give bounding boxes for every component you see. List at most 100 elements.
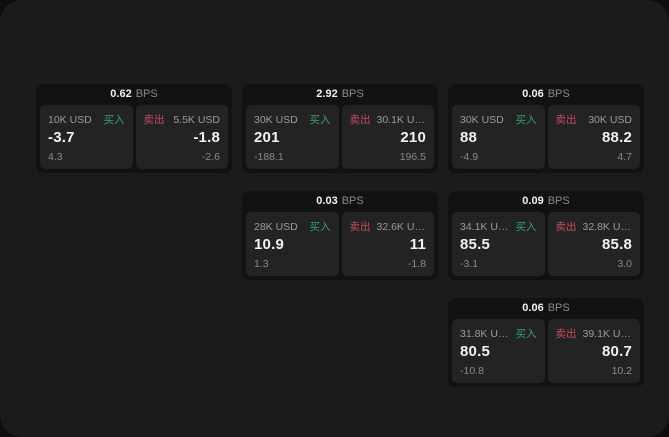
quote-card: 0.03 BPS 28K USD 买入 10.9 1.3 卖出 32.6K US…: [242, 191, 438, 280]
buy-side-label: 买入: [309, 221, 331, 233]
sell-panel[interactable]: 卖出 39.1K USD 80.7 10.2: [547, 319, 640, 383]
quote-card-grid: 0.62 BPS 10K USD 买入 -3.7 4.3 卖出 5.5K USD: [36, 84, 644, 387]
buy-panel-top: 28K USD 买入: [254, 219, 331, 234]
sell-change: 10.2: [611, 365, 632, 377]
sell-side-label: 卖出: [555, 328, 577, 340]
buy-price: 10.9: [254, 236, 284, 253]
buy-change: 4.3: [48, 151, 63, 163]
buy-change: 1.3: [254, 258, 269, 270]
quote-panels: 10K USD 买入 -3.7 4.3 卖出 5.5K USD -1.8 -2.…: [40, 105, 228, 169]
buy-change: -3.1: [460, 258, 479, 270]
quote-panels: 30K USD 买入 88 -4.9 卖出 30K USD 88.2 4.7: [452, 105, 640, 169]
buy-side-label: 买入: [515, 328, 537, 340]
sell-side-label: 卖出: [349, 114, 371, 126]
sell-change: -2.6: [201, 151, 220, 163]
spread-value: 0.62: [110, 88, 132, 100]
sell-amount: 30.1K USD: [376, 113, 427, 126]
sell-panel[interactable]: 卖出 30K USD 88.2 4.7: [547, 105, 640, 169]
buy-amount: 10K USD: [48, 113, 92, 126]
spread-unit-label: BPS: [135, 88, 158, 100]
sell-amount: 32.6K USD: [376, 220, 427, 233]
sell-side-label: 卖出: [555, 114, 577, 126]
sell-change: 3.0: [617, 258, 632, 270]
quote-panels: 30K USD 买入 201 -188.1 卖出 30.1K USD 210 1…: [246, 105, 434, 169]
buy-panel[interactable]: 28K USD 买入 10.9 1.3: [246, 212, 339, 276]
sell-panel[interactable]: 卖出 32.6K USD 11 -1.8: [341, 212, 434, 276]
sell-panel-top: 卖出 30K USD: [556, 112, 633, 127]
buy-change: -10.8: [460, 365, 484, 377]
buy-price: -3.7: [48, 129, 75, 146]
sell-change: 196.5: [399, 151, 426, 163]
buy-price: 80.5: [460, 343, 490, 360]
sell-change: -1.8: [407, 258, 426, 270]
spread-header: 0.62 BPS: [40, 84, 228, 105]
buy-amount: 30K USD: [460, 113, 504, 126]
spread-value: 0.03: [316, 195, 338, 207]
buy-panel[interactable]: 10K USD 买入 -3.7 4.3: [40, 105, 133, 169]
sell-side-label: 卖出: [143, 114, 165, 126]
spread-unit-label: BPS: [341, 195, 364, 207]
sell-panel-top: 卖出 32.6K USD: [350, 219, 427, 234]
buy-change: -4.9: [460, 151, 479, 163]
spread-unit-label: BPS: [547, 88, 570, 100]
quote-card: 0.06 BPS 31.8K USD 买入 80.5 -10.8 卖出 39.1…: [448, 298, 644, 387]
sell-price: -1.8: [193, 129, 220, 146]
buy-amount: 30K USD: [254, 113, 298, 126]
quote-card: 0.62 BPS 10K USD 买入 -3.7 4.3 卖出 5.5K USD: [36, 84, 232, 173]
spread-header: 0.06 BPS: [452, 84, 640, 105]
sell-panel-top: 卖出 39.1K USD: [556, 326, 633, 341]
sell-price: 11: [409, 236, 426, 253]
spread-header: 0.09 BPS: [452, 191, 640, 212]
sell-panel-top: 卖出 30.1K USD: [350, 112, 427, 127]
buy-panel-top: 31.8K USD 买入: [460, 326, 537, 341]
sell-change: 4.7: [617, 151, 632, 163]
quote-panels: 34.1K USD 买入 85.5 -3.1 卖出 32.8K USD 85.8…: [452, 212, 640, 276]
quote-card: 2.92 BPS 30K USD 买入 201 -188.1 卖出 30.1K …: [242, 84, 438, 173]
spread-header: 0.03 BPS: [246, 191, 434, 212]
spread-unit-label: BPS: [341, 88, 364, 100]
sell-amount: 39.1K USD: [582, 327, 633, 340]
buy-side-label: 买入: [515, 221, 537, 233]
buy-change: -188.1: [254, 151, 284, 163]
buy-side-label: 买入: [309, 114, 331, 126]
sell-price: 85.8: [602, 236, 632, 253]
sell-side-label: 卖出: [555, 221, 577, 233]
sell-amount: 32.8K USD: [582, 220, 633, 233]
spread-value: 0.09: [522, 195, 544, 207]
spread-unit-label: BPS: [547, 195, 570, 207]
buy-price: 88: [460, 129, 478, 146]
sell-panel[interactable]: 卖出 32.8K USD 85.8 3.0: [547, 212, 640, 276]
spread-value: 2.92: [316, 88, 338, 100]
buy-panel[interactable]: 30K USD 买入 201 -188.1: [246, 105, 339, 169]
buy-panel-top: 34.1K USD 买入: [460, 219, 537, 234]
spread-header: 0.06 BPS: [452, 298, 640, 319]
buy-side-label: 买入: [103, 114, 125, 126]
buy-side-label: 买入: [515, 114, 537, 126]
quote-panels: 31.8K USD 买入 80.5 -10.8 卖出 39.1K USD 80.…: [452, 319, 640, 383]
buy-panel-top: 30K USD 买入: [460, 112, 537, 127]
spread-unit-label: BPS: [547, 302, 570, 314]
buy-amount: 34.1K USD: [460, 220, 510, 233]
buy-amount: 31.8K USD: [460, 327, 510, 340]
sell-panel-top: 卖出 5.5K USD: [144, 112, 221, 127]
spread-value: 0.06: [522, 302, 544, 314]
buy-panel-top: 10K USD 买入: [48, 112, 125, 127]
sell-panel-top: 卖出 32.8K USD: [556, 219, 633, 234]
buy-price: 85.5: [460, 236, 490, 253]
sell-amount: 5.5K USD: [173, 113, 220, 126]
spread-header: 2.92 BPS: [246, 84, 434, 105]
quote-panels: 28K USD 买入 10.9 1.3 卖出 32.6K USD 11 -1.8: [246, 212, 434, 276]
buy-panel[interactable]: 30K USD 买入 88 -4.9: [452, 105, 545, 169]
sell-price: 88.2: [602, 129, 632, 146]
sell-price: 80.7: [602, 343, 632, 360]
buy-panel[interactable]: 31.8K USD 买入 80.5 -10.8: [452, 319, 545, 383]
buy-panel[interactable]: 34.1K USD 买入 85.5 -3.1: [452, 212, 545, 276]
quote-card: 0.06 BPS 30K USD 买入 88 -4.9 卖出 30K USD: [448, 84, 644, 173]
buy-panel-top: 30K USD 买入: [254, 112, 331, 127]
sell-panel[interactable]: 卖出 5.5K USD -1.8 -2.6: [135, 105, 228, 169]
spread-value: 0.06: [522, 88, 544, 100]
sell-amount: 30K USD: [588, 113, 632, 126]
sell-side-label: 卖出: [349, 221, 371, 233]
sell-panel[interactable]: 卖出 30.1K USD 210 196.5: [341, 105, 434, 169]
